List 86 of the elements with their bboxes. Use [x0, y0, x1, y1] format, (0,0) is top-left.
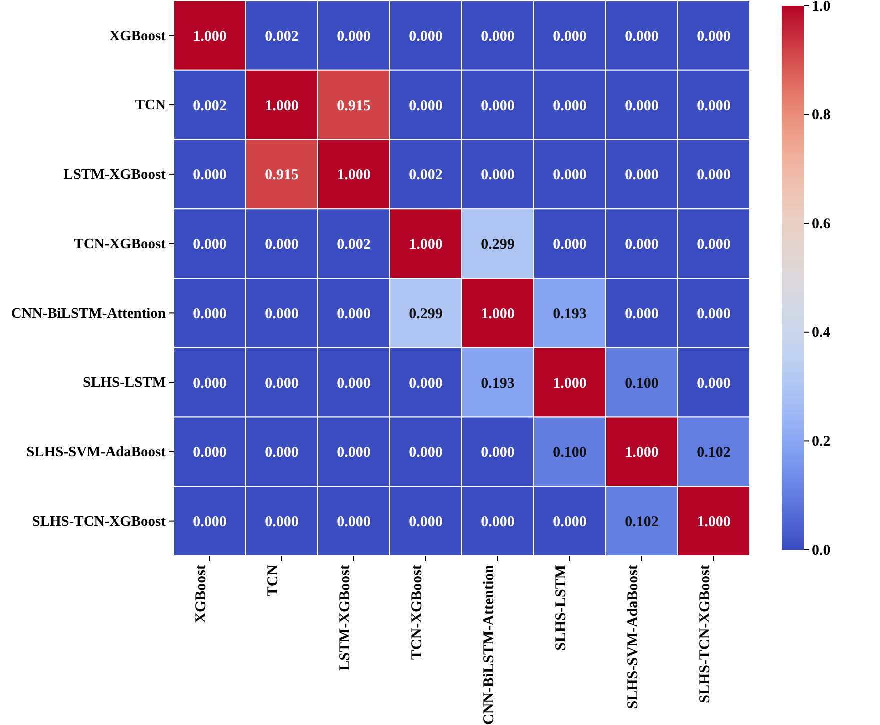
data-label: 0.193	[481, 376, 515, 392]
data-label: 0.000	[265, 306, 299, 322]
data-label: 0.002	[409, 168, 443, 184]
x-tick-label: TCN	[266, 564, 282, 597]
data-label: 0.000	[697, 376, 731, 392]
color-bar-label: 0.0	[812, 542, 831, 559]
data-label: 1.000	[553, 376, 587, 392]
data-label: 0.000	[553, 514, 587, 531]
data-label: 0.000	[625, 98, 659, 114]
data-label: 0.915	[265, 168, 299, 184]
data-label: 0.000	[481, 514, 515, 531]
data-label: 0.000	[193, 376, 227, 392]
data-label: 0.000	[193, 237, 227, 254]
x-tick-label: TCN-XGBoost	[410, 565, 426, 660]
data-label: 0.299	[481, 237, 515, 254]
y-tick-label: SLHS-TCN-XGBoost	[32, 514, 166, 530]
data-label: 0.000	[265, 445, 299, 462]
data-label: 0.000	[625, 28, 659, 45]
data-label: 1.000	[265, 98, 299, 114]
data-label: 0.299	[409, 306, 443, 322]
data-label: 1.000	[697, 514, 731, 531]
data-label: 0.000	[409, 28, 443, 45]
data-label: 0.000	[625, 237, 659, 254]
data-label: 1.000	[481, 306, 515, 322]
data-label: 0.000	[409, 514, 443, 531]
y-tick-label: TCN-XGBoost	[74, 236, 166, 252]
data-label: 0.000	[625, 168, 659, 184]
data-label: 0.000	[553, 28, 587, 45]
y-tick-label: SLHS-LSTM	[83, 375, 166, 392]
data-label: 0.000	[409, 376, 443, 392]
data-label: 0.000	[265, 514, 299, 531]
data-label: 0.000	[553, 237, 587, 254]
data-label: 0.000	[193, 168, 227, 184]
data-label: 0.000	[697, 168, 731, 184]
x-tick-label: LSTM-XGBoost	[338, 564, 354, 671]
data-label: 0.002	[337, 237, 371, 254]
data-label: 0.915	[337, 98, 371, 114]
color-bar-label: 0.8	[812, 108, 831, 124]
data-label: 1.000	[625, 445, 659, 462]
color-bar-label: 1.0	[812, 0, 831, 15]
data-label: 0.102	[697, 445, 731, 462]
data-label: 0.102	[625, 514, 659, 531]
data-label: 0.002	[265, 28, 299, 45]
data-label: 0.000	[337, 514, 371, 531]
data-label: 0.000	[697, 306, 731, 322]
x-tick-label: SLHS-SVM-AdaBoost	[626, 565, 642, 710]
y-tick-label: TCN	[135, 98, 167, 114]
data-label: 0.002	[193, 98, 227, 114]
y-tick-label: XGBoost	[110, 28, 166, 44]
data-label: 0.000	[553, 98, 587, 114]
data-label: 1.000	[337, 168, 371, 184]
color-bar-label: 0.4	[812, 325, 832, 342]
data-label: 0.000	[265, 237, 299, 254]
y-tick-label: LSTM-XGBoost	[64, 167, 166, 184]
y-tick-label: SLHS-SVM-AdaBoost	[26, 444, 166, 461]
x-tick-label: XGBoost	[194, 565, 210, 624]
data-label: 0.000	[193, 306, 227, 322]
data-label: 1.000	[193, 28, 227, 45]
data-label: 0.000	[625, 306, 659, 322]
data-label: 0.000	[337, 28, 371, 45]
data-label: 0.000	[481, 28, 515, 45]
x-tick-label: SLHS-LSTM	[554, 565, 570, 651]
data-label: 0.000	[697, 237, 731, 254]
color-bar-label: 0.2	[812, 434, 831, 450]
data-label: 0.000	[193, 514, 227, 531]
data-label: 0.193	[553, 306, 587, 322]
data-label: 0.000	[481, 98, 515, 114]
x-tick-label: SLHS-TCN-XGBoost	[698, 565, 714, 704]
data-label: 0.000	[553, 168, 587, 184]
data-label: 1.000	[409, 237, 443, 254]
data-label: 0.000	[265, 376, 299, 392]
y-tick-label: CNN-BiLSTM-Attention	[11, 306, 166, 322]
data-label: 0.000	[697, 98, 731, 114]
data-label: 0.000	[337, 376, 371, 392]
data-label: 0.100	[553, 445, 587, 462]
data-label: 0.000	[697, 28, 731, 45]
data-label: 0.000	[409, 445, 443, 462]
data-label: 0.000	[481, 168, 515, 184]
data-label: 0.000	[409, 98, 443, 114]
data-label: 0.100	[625, 376, 659, 392]
data-label: 0.000	[337, 306, 371, 322]
x-tick-label: CNN-BiLSTM-Attention	[482, 564, 498, 725]
data-label: 0.000	[337, 445, 371, 462]
data-label: 0.000	[481, 445, 515, 462]
data-label: 0.000	[193, 445, 227, 462]
color-bar-label: 0.6	[812, 216, 832, 232]
